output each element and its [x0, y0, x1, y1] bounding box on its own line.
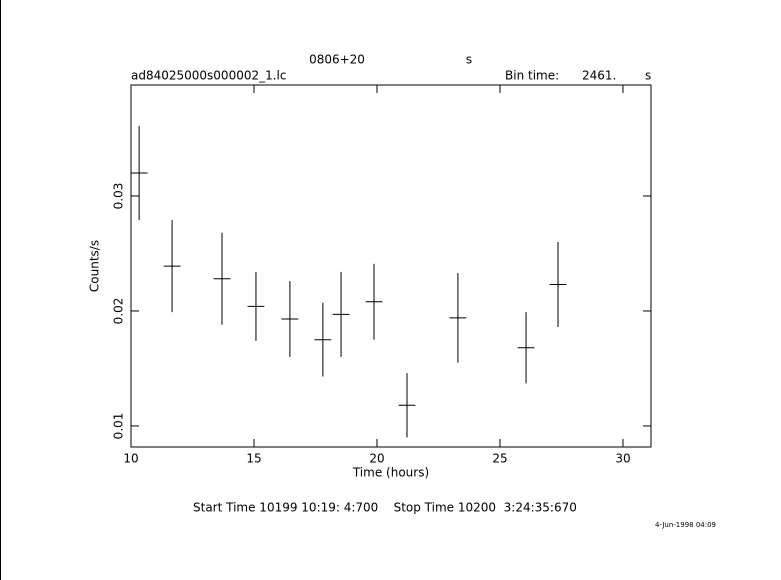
- y-axis-label: Counts/s: [88, 240, 102, 292]
- x-axis-label: Time (hours): [352, 466, 429, 480]
- x-tick-label: 15: [246, 452, 261, 466]
- plot-frame: [130, 84, 652, 448]
- date: 4-Jun-1998 04:09: [655, 521, 716, 529]
- y-tick-label: 0.02: [112, 298, 126, 325]
- chart-title: 0806+20: [309, 53, 365, 67]
- footer: Start Time 10199 10:19: 4:700 Stop Time …: [193, 501, 577, 515]
- x-tick-label: 20: [369, 452, 384, 466]
- bin-unit: s: [645, 69, 651, 83]
- subtitle: ad84025000s000002_1.lc: [131, 69, 287, 83]
- y-tick-label: 0.03: [112, 183, 126, 210]
- y-tick-label: 0.01: [112, 413, 126, 440]
- title-unit: s: [466, 53, 472, 67]
- bin-value: 2461.: [582, 69, 616, 83]
- bin-label: Bin time:: [505, 69, 559, 83]
- x-tick-label: 10: [123, 452, 138, 466]
- x-tick-label: 30: [615, 452, 630, 466]
- x-tick-label: 25: [492, 452, 507, 466]
